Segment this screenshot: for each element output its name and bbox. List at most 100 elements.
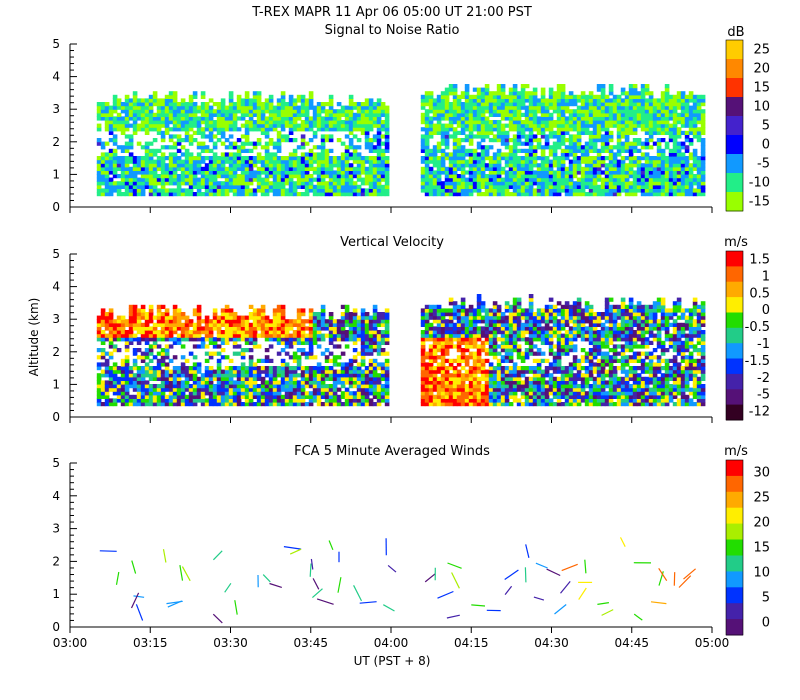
heatmap-cell	[372, 159, 378, 164]
heatmap-cell	[348, 188, 354, 193]
heatmap-cell	[668, 188, 674, 193]
heatmap-cell	[552, 120, 558, 125]
heatmap-cell	[324, 369, 330, 374]
heatmap-cell	[152, 192, 158, 197]
heatmap-cell	[440, 123, 446, 128]
heatmap-cell	[540, 184, 546, 189]
heatmap-cell	[184, 127, 190, 132]
heatmap-cell	[456, 166, 462, 171]
heatmap-cell	[372, 322, 378, 327]
heatmap-cell	[636, 177, 642, 182]
heatmap-cell	[476, 116, 482, 121]
heatmap-cell	[656, 166, 662, 171]
heatmap-cell	[672, 163, 678, 168]
heatmap-cell	[200, 340, 206, 345]
heatmap-cell	[612, 98, 618, 103]
heatmap-cell	[108, 319, 114, 324]
heatmap-cell	[500, 156, 506, 161]
heatmap-cell	[444, 127, 450, 132]
heatmap-cell	[116, 192, 122, 197]
heatmap-cell	[644, 166, 650, 171]
heatmap-cell	[552, 181, 558, 186]
heatmap-cell	[220, 130, 226, 135]
heatmap-cell	[220, 315, 226, 320]
heatmap-cell	[152, 326, 158, 331]
heatmap-cell	[212, 112, 218, 117]
heatmap-cell	[448, 134, 454, 139]
heatmap-cell	[568, 109, 574, 114]
heatmap-cell	[676, 181, 682, 186]
heatmap-cell	[116, 376, 122, 381]
heatmap-cell	[308, 163, 314, 168]
heatmap-cell	[380, 159, 386, 164]
heatmap-cell	[604, 127, 610, 132]
heatmap-cell	[576, 148, 582, 153]
heatmap-cell	[296, 348, 302, 353]
heatmap-cell	[116, 366, 122, 371]
heatmap-cell	[372, 120, 378, 125]
heatmap-cell	[640, 116, 646, 121]
heatmap-cell	[600, 109, 606, 114]
heatmap-cell	[100, 387, 106, 392]
heatmap-cell	[368, 102, 374, 107]
heatmap-cell	[384, 134, 390, 139]
heatmap-cell	[120, 333, 126, 338]
heatmap-cell	[260, 308, 266, 313]
heatmap-cell	[144, 102, 150, 107]
heatmap-cell	[188, 159, 194, 164]
heatmap-cell	[440, 138, 446, 143]
heatmap-cell	[576, 130, 582, 135]
heatmap-cell	[108, 402, 114, 407]
heatmap-cell	[196, 398, 202, 403]
heatmap-cell	[384, 105, 390, 110]
heatmap-cell	[140, 398, 146, 403]
heatmap-cell	[336, 380, 342, 385]
heatmap-cell	[472, 109, 478, 114]
heatmap-cell	[100, 145, 106, 150]
heatmap-cell	[624, 130, 630, 135]
heatmap-cell	[320, 373, 326, 378]
heatmap-cell	[280, 402, 286, 407]
heatmap-cell	[544, 134, 550, 139]
heatmap-cell	[160, 330, 166, 335]
heatmap-cell	[172, 387, 178, 392]
heatmap-cell	[196, 322, 202, 327]
heatmap-cell	[524, 177, 530, 182]
heatmap-cell	[316, 369, 322, 374]
heatmap-cell	[632, 120, 638, 125]
heatmap-cell	[676, 94, 682, 99]
heatmap-cell	[604, 105, 610, 110]
heatmap-cell	[128, 402, 134, 407]
vv-panel-title: Vertical Velocity	[340, 235, 444, 250]
heatmap-cell	[672, 148, 678, 153]
heatmap-cell	[452, 163, 458, 168]
heatmap-cell	[312, 123, 318, 128]
heatmap-cell	[380, 188, 386, 193]
heatmap-cell	[608, 91, 614, 96]
heatmap-cell	[188, 333, 194, 338]
heatmap-cell	[568, 98, 574, 103]
heatmap-cell	[184, 337, 190, 342]
heatmap-cell	[308, 156, 314, 161]
heatmap-cell	[300, 376, 306, 381]
heatmap-cell	[200, 130, 206, 135]
heatmap-cell	[344, 315, 350, 320]
heatmap-cell	[588, 156, 594, 161]
heatmap-cell	[372, 319, 378, 324]
heatmap-cell	[308, 166, 314, 171]
heatmap-cell	[288, 156, 294, 161]
heatmap-cell	[200, 380, 206, 385]
heatmap-cell	[544, 109, 550, 114]
heatmap-cell	[324, 174, 330, 179]
heatmap-cell	[340, 362, 346, 367]
heatmap-cell	[564, 109, 570, 114]
heatmap-cell	[692, 112, 698, 117]
heatmap-cell	[356, 376, 362, 381]
heatmap-cell	[548, 177, 554, 182]
heatmap-cell	[276, 109, 282, 114]
heatmap-cell	[112, 344, 118, 349]
heatmap-cell	[228, 120, 234, 125]
heatmap-cell	[312, 315, 318, 320]
heatmap-cell	[420, 159, 426, 164]
heatmap-cell	[172, 369, 178, 374]
